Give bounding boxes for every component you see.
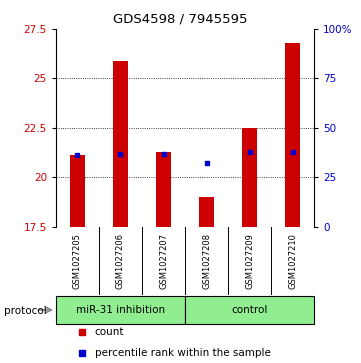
Bar <box>156 151 171 227</box>
Bar <box>113 61 128 227</box>
Bar <box>242 128 257 227</box>
Text: GSM1027206: GSM1027206 <box>116 233 125 289</box>
Text: GSM1027208: GSM1027208 <box>202 233 211 289</box>
Bar <box>185 296 314 324</box>
Text: GDS4598 / 7945595: GDS4598 / 7945595 <box>113 13 248 26</box>
Bar <box>70 155 85 227</box>
Text: miR-31 inhibition: miR-31 inhibition <box>76 305 165 315</box>
Text: control: control <box>231 305 268 315</box>
Bar <box>285 43 300 227</box>
Text: GSM1027210: GSM1027210 <box>288 233 297 289</box>
Bar <box>199 197 214 227</box>
Text: GSM1027205: GSM1027205 <box>73 233 82 289</box>
Text: GSM1027209: GSM1027209 <box>245 233 254 289</box>
Text: count: count <box>95 327 124 337</box>
Text: percentile rank within the sample: percentile rank within the sample <box>95 348 270 358</box>
Text: protocol: protocol <box>4 306 46 316</box>
Bar <box>56 296 185 324</box>
Text: GSM1027207: GSM1027207 <box>159 233 168 289</box>
